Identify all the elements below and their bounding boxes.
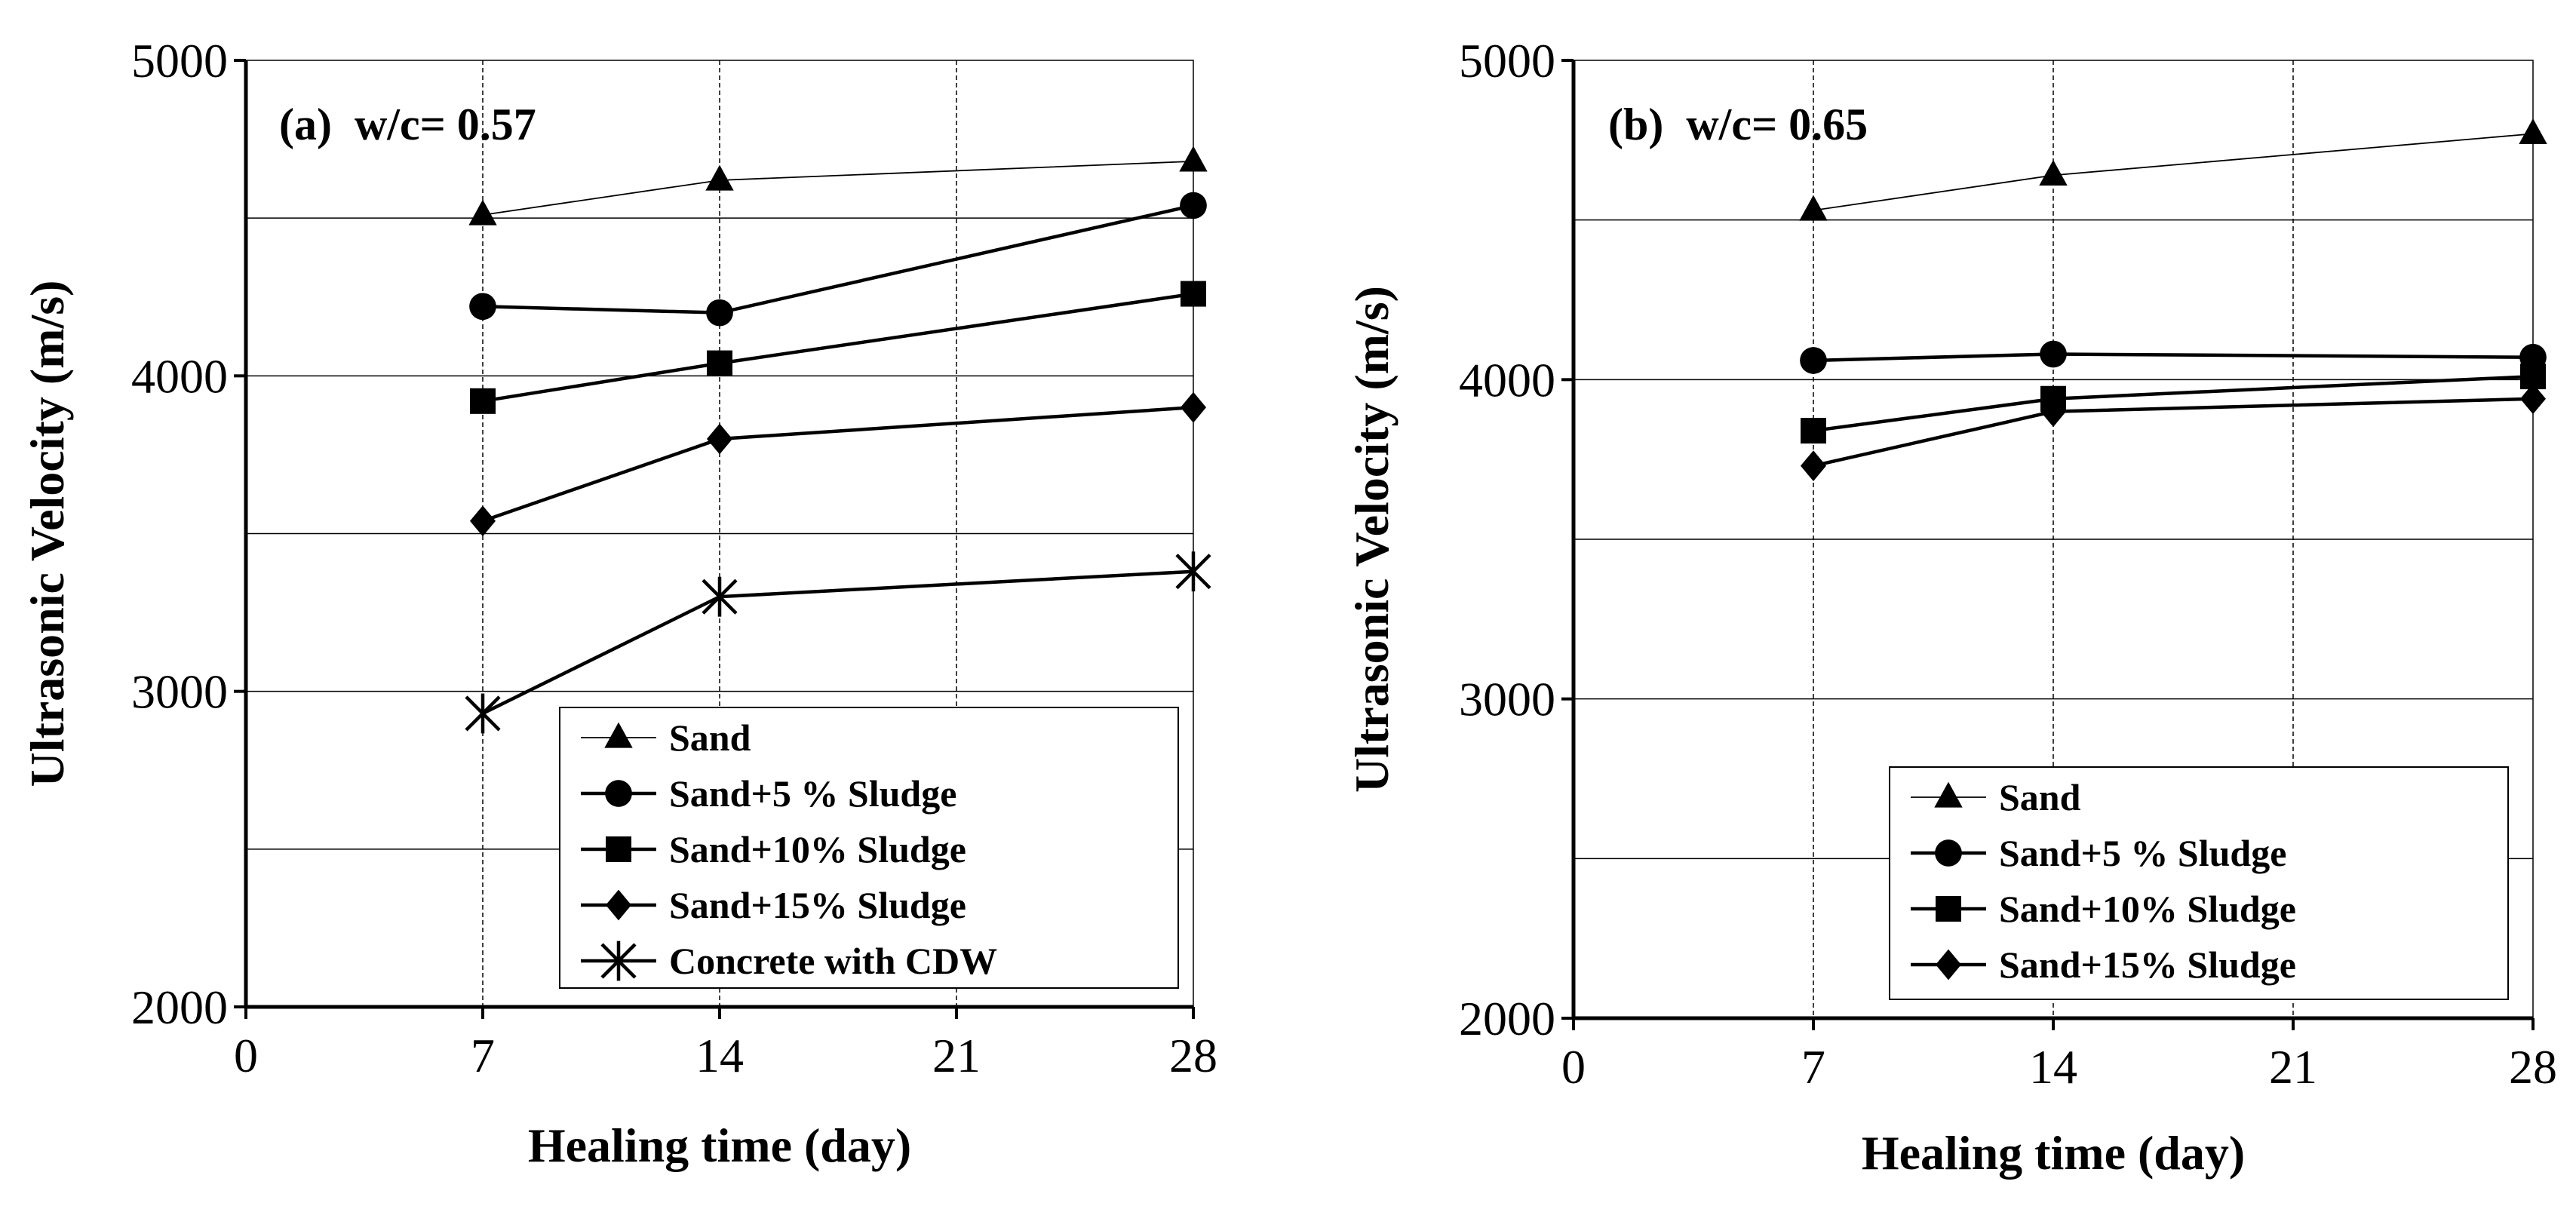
series-sand-15-sludge [470, 391, 1206, 537]
x-axis-label: Healing time (day) [1862, 1126, 2245, 1180]
y-tick-label: 4000 [1459, 353, 1555, 407]
x-tick-label: 0 [1561, 1040, 1586, 1094]
data-point [1181, 391, 1206, 423]
legend-item: Sand+10% Sludge [1911, 888, 2296, 930]
panel-a: 2000 3000 4000 5000 0 7 14 21 28 Healing time (da… [20, 34, 1217, 1172]
y-tick-label: 5000 [131, 34, 228, 87]
legend-box [1889, 766, 2509, 1000]
y-tick-label: 3000 [131, 665, 228, 719]
data-point [1800, 347, 1827, 374]
legend-box [559, 707, 1179, 989]
legend-marker [1934, 781, 1963, 808]
data-point [2520, 383, 2546, 415]
panel-title: (a) w/c= 0.57 [279, 100, 536, 149]
x-tick-label: 28 [1169, 1029, 1217, 1082]
legend-label: Sand+10% Sludge [1999, 888, 2296, 930]
legend-label: Sand+10% Sludge [669, 828, 966, 870]
series-line [482, 405, 1194, 523]
data-point [2040, 396, 2066, 428]
series-sand-15-sludge [1801, 383, 2546, 482]
legend: Sand Sand+5 % Sludge Sand+10% Sludge Sand+1… [1889, 766, 2509, 1000]
legend-item: Sand [1911, 776, 2081, 818]
legend-item: Sand+10% Sludge [581, 828, 966, 870]
data-point [2040, 340, 2067, 368]
series-concrete-with-cdw [465, 551, 1211, 734]
legend-label: Sand [669, 717, 751, 759]
data-point [469, 293, 496, 321]
series-sand [468, 146, 1208, 226]
legend-marker [1936, 949, 1961, 980]
data-point [1801, 418, 1826, 444]
panel-title: (b) w/c= 0.65 [1608, 100, 1868, 149]
data-point [706, 299, 733, 327]
series-line [482, 160, 1194, 216]
x-tick-label: 14 [695, 1029, 744, 1082]
series-sand-5-sludge [1800, 340, 2547, 374]
legend-label: Sand+15% Sludge [1999, 944, 2296, 986]
y-axis-label: Ultrasonic Velocity (m/s) [1345, 286, 1399, 793]
data-point [707, 350, 732, 376]
series-sand-5-sludge [469, 192, 1207, 327]
series-sand-10-sludge [470, 281, 1206, 414]
data-point [705, 164, 734, 191]
legend-label: Sand+15% Sludge [669, 884, 966, 926]
legend-marker [600, 941, 637, 981]
y-axis-label: Ultrasonic Velocity (m/s) [20, 281, 74, 787]
series-line [1813, 133, 2534, 211]
legend-marker [1935, 839, 1962, 867]
data-point [1799, 195, 1828, 221]
data-point [465, 693, 501, 734]
data-point [702, 576, 738, 617]
legend-marker [1936, 896, 1961, 922]
y-tick-label: 5000 [1459, 34, 1555, 87]
legend-marker [605, 780, 632, 807]
y-tick-label: 3000 [1459, 673, 1555, 726]
x-tick-label: 14 [2029, 1040, 2077, 1094]
x-tick-label: 7 [471, 1029, 495, 1082]
x-tick-label: 21 [932, 1029, 981, 1082]
series-line [1813, 374, 2534, 433]
legend-label: Sand [1999, 776, 2081, 818]
data-point [470, 505, 496, 537]
data-point [1181, 281, 1206, 307]
legend-item: Sand+15% Sludge [1911, 944, 2296, 986]
panel-b: 2000 3000 4000 5000 0 7 14 21 28 Healing time (da… [1345, 34, 2557, 1180]
data-point [1175, 551, 1211, 592]
data-point [468, 199, 497, 226]
legend-marker [606, 889, 631, 921]
series-sand [1799, 118, 2547, 221]
data-point [707, 423, 732, 455]
data-point [1180, 192, 1207, 219]
series-line [482, 569, 1194, 715]
legend: Sand Sand+5 % Sludge Sand+10% Sludge Sand+1… [559, 707, 1179, 989]
legend-item: Sand [581, 717, 751, 759]
y-tick-label: 4000 [131, 349, 228, 403]
x-tick-label: 28 [2509, 1040, 2557, 1094]
series-line [1813, 352, 2534, 363]
legend-item: Sand+5 % Sludge [581, 772, 956, 815]
legend-label: Concrete with CDW [669, 940, 997, 982]
legend-label: Sand+5 % Sludge [1999, 832, 2286, 874]
x-axis-label: Healing time (day) [528, 1119, 911, 1172]
data-point [1801, 450, 1826, 482]
legend-label: Sand+5 % Sludge [669, 772, 956, 815]
y-tick-label: 2000 [1459, 992, 1555, 1045]
legend-item: Sand+15% Sludge [581, 884, 966, 926]
y-tick-label: 2000 [131, 980, 228, 1034]
legend-marker [606, 836, 631, 862]
legend-marker [604, 722, 633, 748]
data-point [2519, 118, 2547, 144]
series-line [1813, 397, 2534, 468]
data-point [470, 388, 496, 414]
data-point [1179, 146, 1208, 172]
legend-item: Sand+5 % Sludge [1911, 832, 2286, 874]
x-tick-label: 0 [234, 1029, 258, 1082]
data-point [2039, 160, 2068, 186]
x-tick-label: 7 [1801, 1040, 1825, 1094]
series-sand-10-sludge [1801, 364, 2546, 444]
series-line [482, 204, 1194, 315]
x-tick-label: 21 [2269, 1040, 2317, 1094]
legend-item: Concrete with CDW [581, 940, 997, 982]
